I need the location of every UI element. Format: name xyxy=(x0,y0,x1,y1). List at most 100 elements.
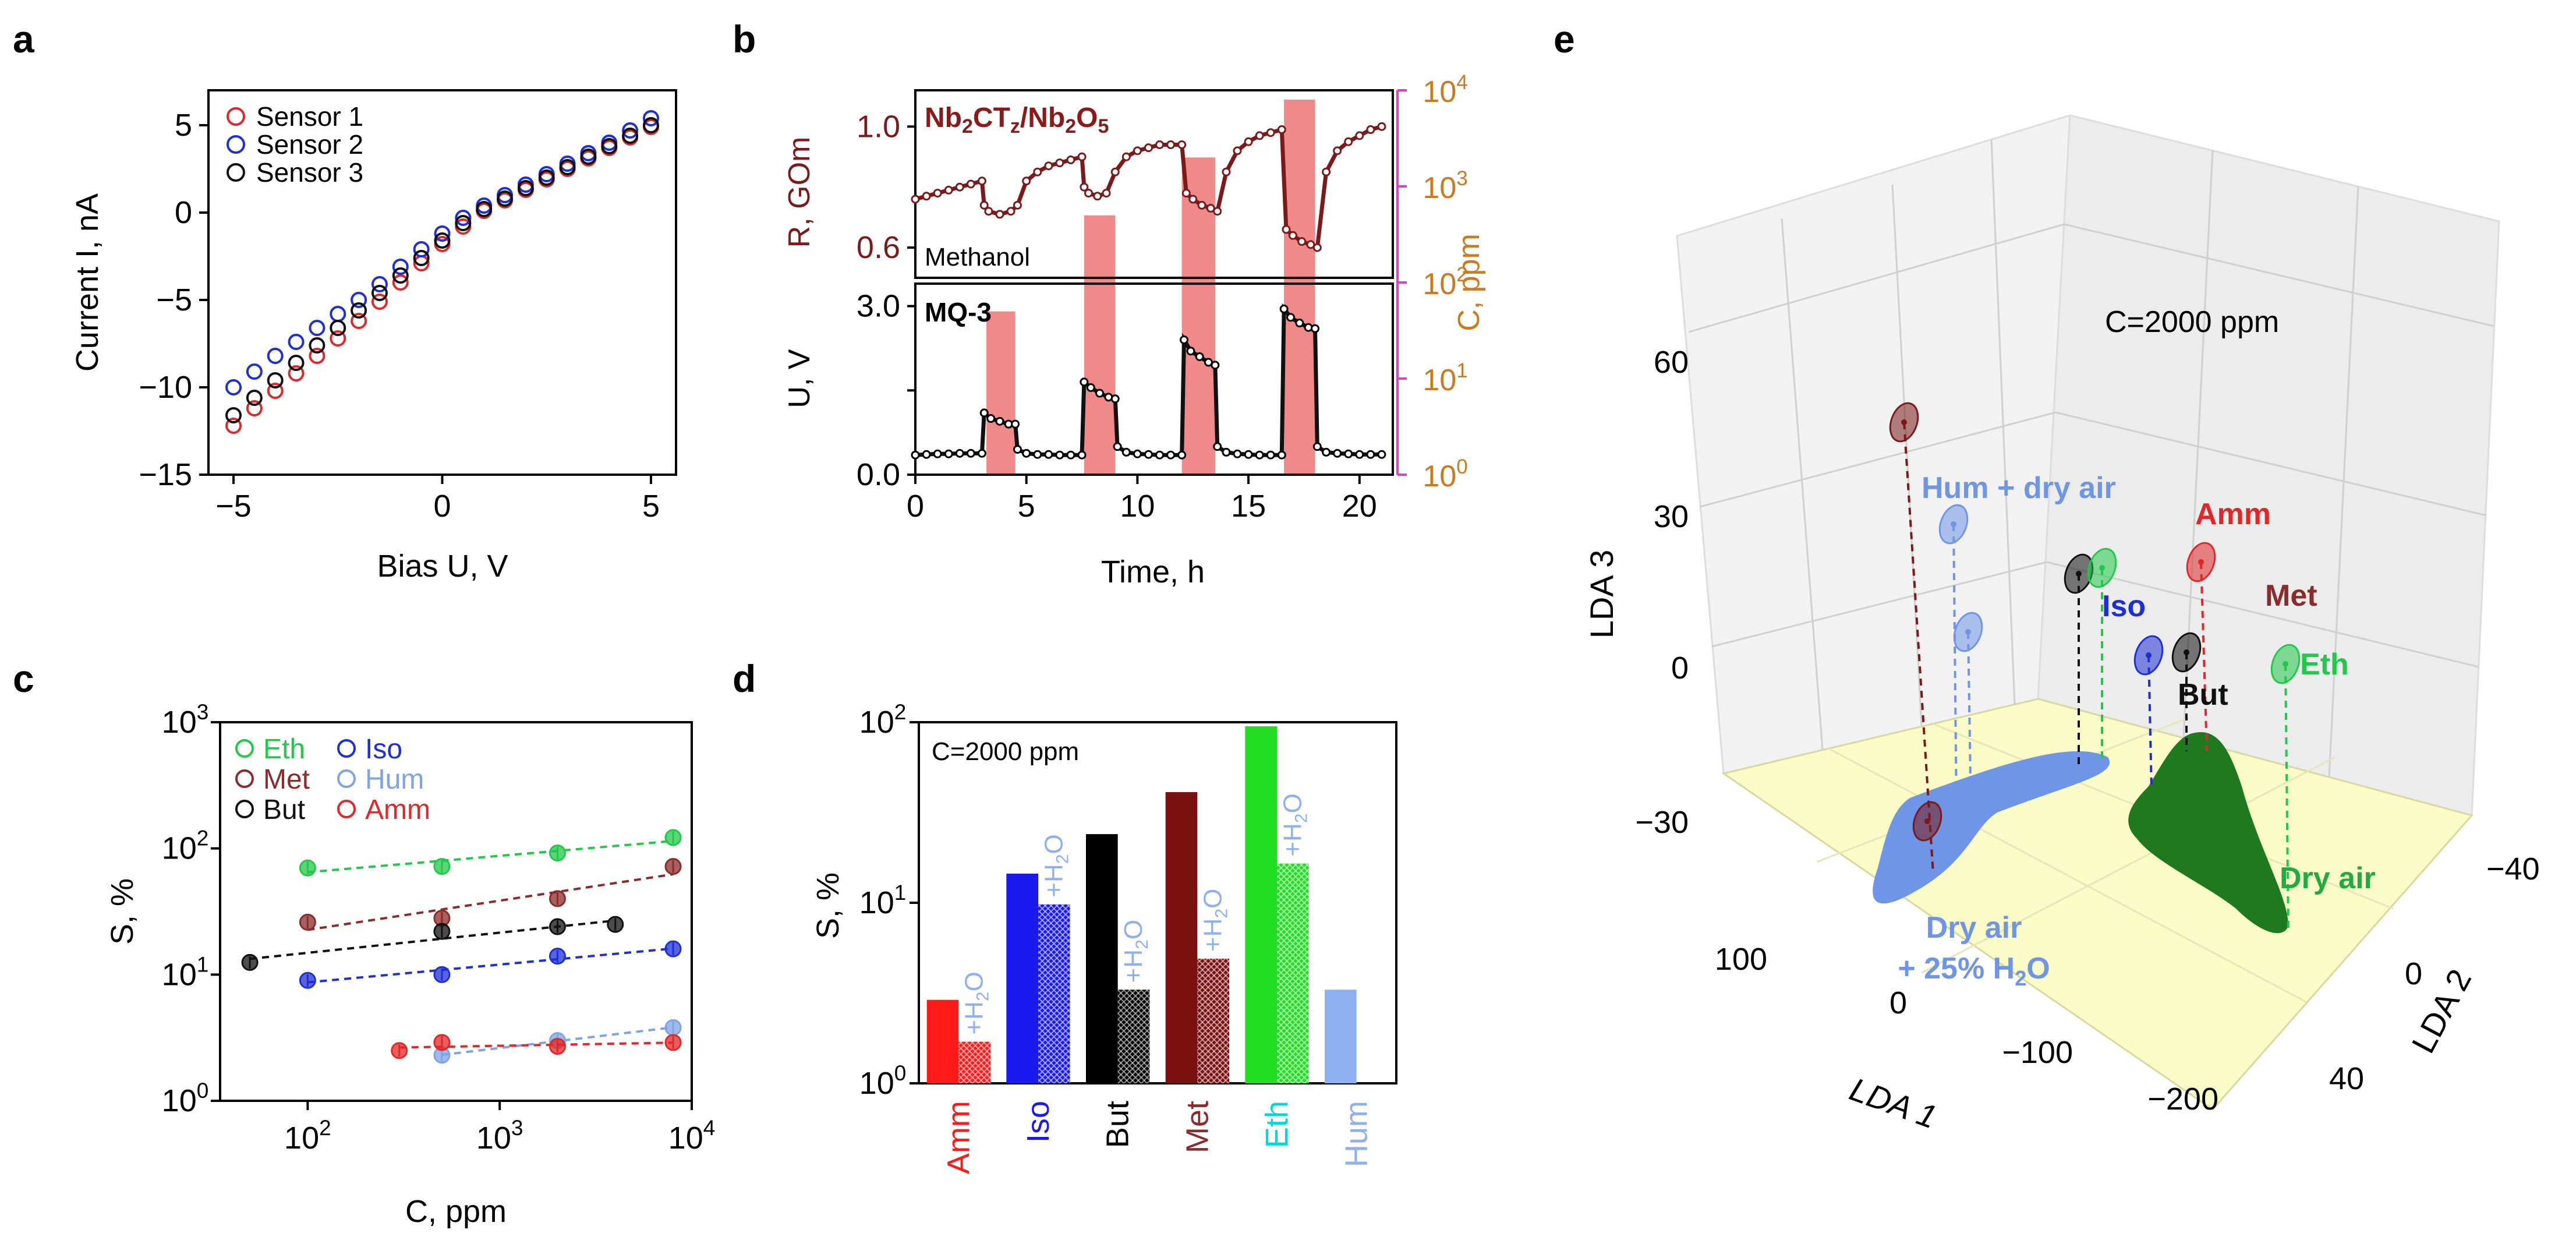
panel-d-ylabel: S, % xyxy=(811,872,845,939)
c-legend-label: Eth xyxy=(263,734,305,765)
a-point xyxy=(371,276,388,292)
b-top-point xyxy=(1055,158,1064,168)
a-point xyxy=(559,159,576,175)
b-top-ytick-label: 0.6 xyxy=(857,230,900,265)
panel-b-top-ylabel: R, GOm xyxy=(783,137,816,248)
a-point xyxy=(351,292,367,308)
d-category-label: Met xyxy=(1180,1101,1215,1153)
b-bottom-point xyxy=(1077,450,1087,460)
c-ytick-label: 103 xyxy=(162,700,209,740)
c-point xyxy=(433,966,451,983)
d-ytick-label: 100 xyxy=(859,1061,907,1101)
b-bottom-point xyxy=(977,448,986,458)
c-legend-label: Hum xyxy=(365,764,424,795)
a-point xyxy=(413,250,430,266)
panel-label-e: e xyxy=(1554,17,1575,61)
c-ytick-label: 100 xyxy=(162,1079,209,1118)
b-bottom-point xyxy=(1344,449,1353,458)
e-tick-labels: 60 30 0 −30 100 0 −100 −200 −40 0 40 xyxy=(1635,345,2539,1117)
b-top-point xyxy=(1006,207,1015,216)
e-dropline xyxy=(2147,655,2153,790)
b-top-point xyxy=(984,207,993,216)
b-top-point xyxy=(1312,243,1322,252)
a-point xyxy=(413,241,430,257)
d-bar-dry xyxy=(1006,873,1038,1083)
b-top-point xyxy=(1022,176,1031,186)
d-bar-humid-hatch xyxy=(1117,990,1150,1083)
a-point xyxy=(455,210,472,226)
b-xtick-label: 5 xyxy=(1018,489,1035,524)
e-cluster-center xyxy=(2076,571,2082,577)
b-bottom-point xyxy=(1222,447,1231,457)
b-top-point xyxy=(1266,128,1275,137)
e-dropline xyxy=(1952,524,1958,810)
b-bottom-point xyxy=(1286,313,1296,322)
e-cluster-center xyxy=(2198,559,2204,565)
b-top-point xyxy=(944,185,953,195)
c-point xyxy=(664,940,682,958)
panel-b-top-frame xyxy=(914,89,1394,279)
e-zticks: 60 xyxy=(1654,345,1689,380)
c-legend-label: Met xyxy=(263,764,310,795)
a-point xyxy=(267,372,284,388)
a-legend-label: Sensor 2 xyxy=(256,129,363,160)
e-cluster-center xyxy=(1924,818,1930,824)
c-legend-marker xyxy=(337,800,356,818)
b-bottom-point xyxy=(933,449,942,458)
c-ytick-label: 102 xyxy=(162,826,209,866)
b-top-point xyxy=(995,210,1004,219)
a-point xyxy=(225,379,242,395)
d-category-label: Eth xyxy=(1259,1101,1294,1148)
d-bar-dry xyxy=(1325,990,1357,1083)
b-bottom-point xyxy=(966,448,975,458)
b-top-point xyxy=(1110,167,1120,176)
b-bottom-point xyxy=(1255,450,1264,460)
a-ytick-label: 0 xyxy=(175,195,192,230)
b-xtick-label: 20 xyxy=(1342,489,1377,524)
b-top-point xyxy=(933,189,942,198)
d-category-label: Hum xyxy=(1339,1101,1374,1167)
b-bottom-point xyxy=(1144,450,1153,459)
b-top-point xyxy=(1121,152,1131,161)
d-ytick-label: 102 xyxy=(859,700,907,740)
b-top-point xyxy=(1144,143,1153,153)
svg-text:−200: −200 xyxy=(2147,1082,2218,1117)
b-bottom-point xyxy=(1055,450,1064,460)
b-top-point xyxy=(1222,167,1231,176)
d-category-label: But xyxy=(1101,1101,1135,1148)
e-left-wall xyxy=(1676,114,2071,775)
b-top-point xyxy=(1155,140,1165,149)
a-point xyxy=(351,302,367,319)
a-legend-marker xyxy=(227,135,245,154)
panel-b-bottom-ylabel: U, V xyxy=(783,349,816,408)
a-point xyxy=(288,355,305,371)
panel-b-bottom-label: MQ-3 xyxy=(925,297,992,327)
d-category-label: Amm xyxy=(941,1101,976,1174)
b-top-point xyxy=(1366,125,1375,135)
e-zlabel: LDA 3 xyxy=(1583,550,1620,639)
panel-label-b: b xyxy=(733,17,756,61)
panel-d-chart: +H2O +H2O +H2O +H2O +H2O 100 101 102 C=2000 pp… xyxy=(811,700,1397,1174)
d-bar-label: +H2O xyxy=(960,971,993,1034)
e-dropline xyxy=(2284,663,2290,932)
b-bottom-point xyxy=(955,448,964,458)
d-category-label: Iso xyxy=(1021,1101,1056,1143)
b-bottom-point xyxy=(1366,450,1375,459)
c-xtick-label: 102 xyxy=(284,1116,331,1156)
b-right-tick-label: 101 xyxy=(1423,359,1467,397)
b-bottom-point xyxy=(1333,448,1342,458)
b-top-point xyxy=(1277,125,1286,135)
e-label-dry-air-humid: Dry air xyxy=(1926,911,2022,945)
b-bottom-point xyxy=(944,449,953,458)
b-bottom-point xyxy=(1121,447,1131,457)
b-bottom-point xyxy=(1066,450,1075,460)
a-point xyxy=(309,320,325,336)
b-bottom-point xyxy=(1312,442,1322,451)
b-bottom-ytick-label: 0.0 xyxy=(857,457,900,492)
panel-c-xlabel: C, ppm xyxy=(405,1194,507,1229)
b-top-point xyxy=(1133,146,1142,156)
b-top-point xyxy=(1255,131,1264,140)
b-top-point xyxy=(1166,140,1176,149)
